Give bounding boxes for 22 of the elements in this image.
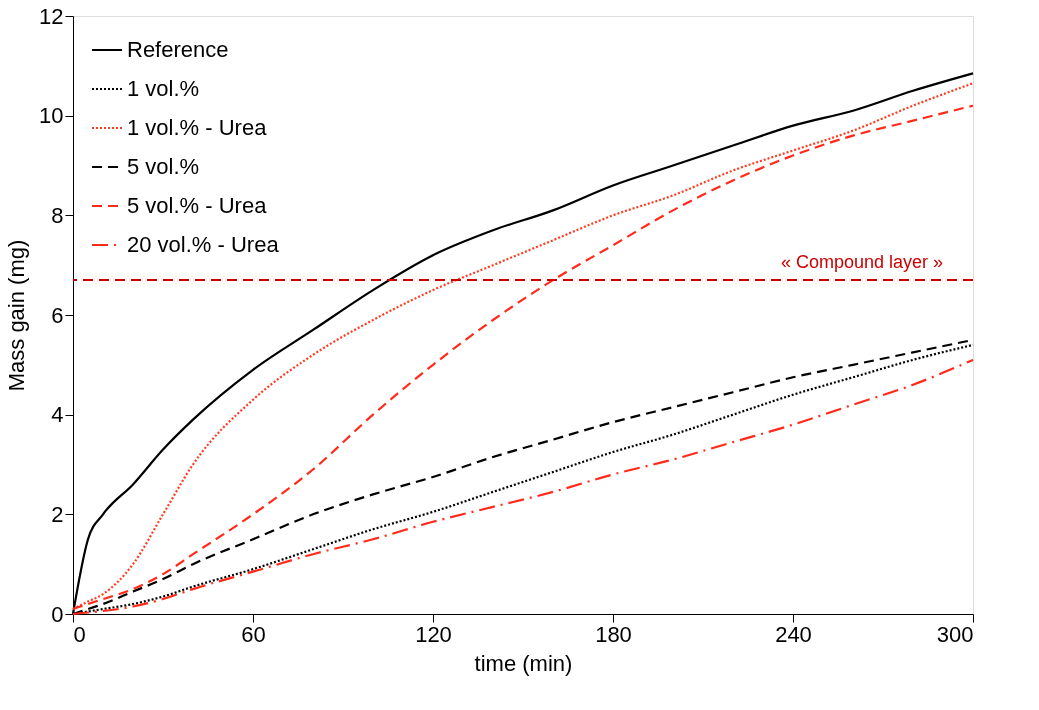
legend-label: 5 vol.% - Urea bbox=[127, 193, 268, 218]
x-tick-label: 120 bbox=[415, 621, 452, 647]
x-tick-label: 60 bbox=[241, 621, 266, 647]
y-tick-label: 12 bbox=[39, 3, 64, 29]
y-tick-label: 8 bbox=[51, 202, 64, 228]
x-axis-title: time (min) bbox=[474, 650, 573, 676]
x-tick-label: 240 bbox=[775, 621, 812, 647]
ref-line-label: « Compound layer » bbox=[780, 252, 943, 273]
legend-label: 1 vol.% bbox=[127, 76, 200, 101]
legend-label: Reference bbox=[127, 37, 229, 62]
y-tick-label: 10 bbox=[39, 103, 64, 129]
x-tick-label: 180 bbox=[595, 621, 632, 647]
y-tick-label: 4 bbox=[51, 402, 64, 428]
x-tick-label: 0 bbox=[73, 621, 86, 647]
legend-label: 20 vol.% - Urea bbox=[127, 232, 280, 257]
legend-label: 5 vol.% bbox=[127, 154, 200, 179]
y-tick-label: 6 bbox=[51, 302, 64, 328]
x-tick-label: 300 bbox=[936, 621, 974, 647]
y-axis-title: Mass gain (mg) bbox=[4, 239, 30, 392]
y-tick-label: 0 bbox=[51, 601, 64, 627]
legend-label: 1 vol.% - Urea bbox=[127, 115, 268, 140]
y-tick-label: 2 bbox=[51, 501, 64, 527]
